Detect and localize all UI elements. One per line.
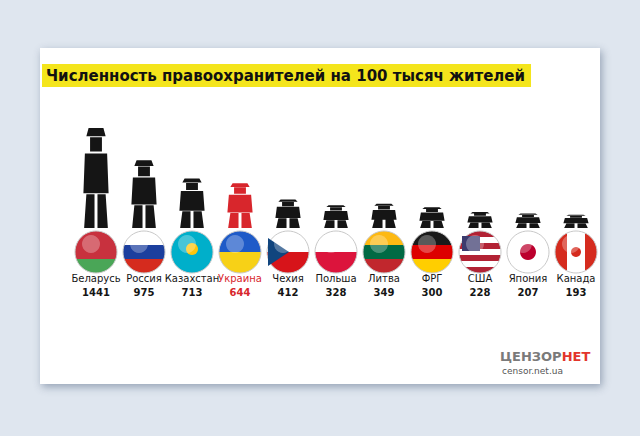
svg-text:193: 193 <box>566 287 587 298</box>
svg-text:207: 207 <box>518 287 539 298</box>
svg-text:ФРГ: ФРГ <box>422 273 443 284</box>
svg-text:Украина: Украина <box>218 273 262 284</box>
svg-text:ЦЕНЗОР: ЦЕНЗОР <box>500 349 562 364</box>
svg-text:412: 412 <box>278 287 299 298</box>
svg-text:1441: 1441 <box>82 287 110 298</box>
svg-text:Казахстан: Казахстан <box>165 273 220 284</box>
svg-text:228: 228 <box>470 287 491 298</box>
svg-text:349: 349 <box>374 287 395 298</box>
svg-text:Беларусь: Беларусь <box>71 273 120 284</box>
svg-text:Канада: Канада <box>557 273 596 284</box>
svg-text:censor.net.ua: censor.net.ua <box>502 366 563 376</box>
svg-text:328: 328 <box>326 287 347 298</box>
svg-text:644: 644 <box>230 287 251 298</box>
svg-text:Россия: Россия <box>126 273 162 284</box>
svg-text:Численность правоохранителей н: Численность правоохранителей на 100 тыся… <box>46 67 525 85</box>
svg-text:Япония: Япония <box>509 273 548 284</box>
svg-text:Польша: Польша <box>315 273 356 284</box>
svg-text:НЕТ: НЕТ <box>562 349 591 364</box>
svg-text:Литва: Литва <box>368 273 400 284</box>
svg-text:Чехия: Чехия <box>272 273 303 284</box>
svg-text:975: 975 <box>134 287 155 298</box>
svg-text:713: 713 <box>182 287 203 298</box>
svg-text:300: 300 <box>422 287 443 298</box>
svg-text:США: США <box>468 273 493 284</box>
